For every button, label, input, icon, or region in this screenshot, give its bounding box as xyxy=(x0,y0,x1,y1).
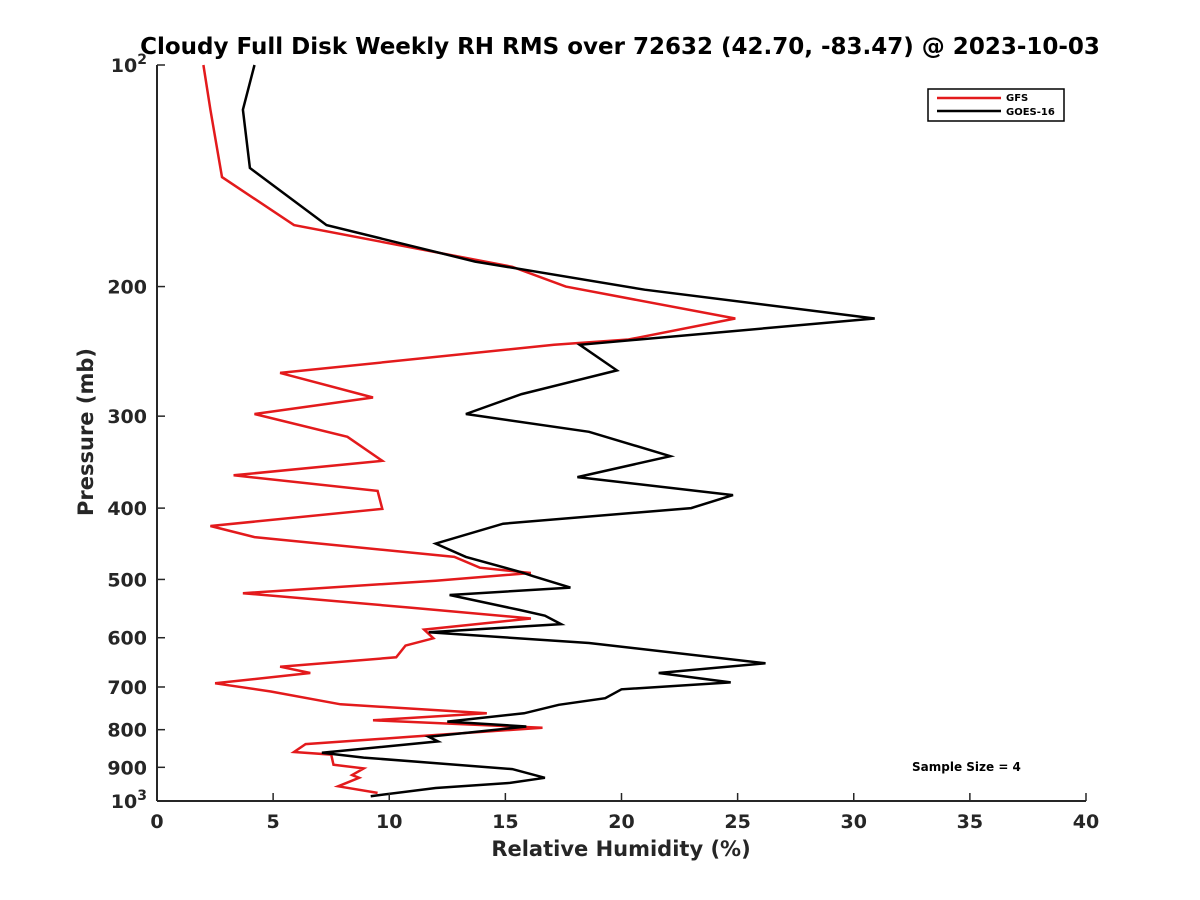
y-ticks: 102 200 300 400 500 600 700 800 900 103 xyxy=(107,52,165,813)
legend-box xyxy=(927,88,1065,122)
x-tick-label: 10 xyxy=(376,811,402,833)
x-tick-label: 40 xyxy=(1073,811,1099,833)
x-tick-label: 20 xyxy=(608,811,634,833)
x-tick-label: 35 xyxy=(957,811,983,833)
legend-label-goes16: GOES-16 xyxy=(1006,107,1055,118)
y-tick-label: 500 xyxy=(107,569,147,591)
y-axis-label: Pressure (mb) xyxy=(74,348,98,516)
y-tick-label: 900 xyxy=(107,757,147,779)
y-tick-label: 800 xyxy=(107,720,147,742)
x-axis-label: Relative Humidity (%) xyxy=(491,837,750,861)
y-tick-label: 103 xyxy=(111,788,147,813)
y-tick-label: 700 xyxy=(107,677,147,699)
sample-size-annotation: Sample Size = 4 xyxy=(912,760,1021,774)
y-tick-label: 200 xyxy=(107,277,147,299)
x-tick-label: 5 xyxy=(267,811,280,833)
y-tick-label: 102 xyxy=(111,52,147,77)
y-tick-label: 300 xyxy=(107,406,147,428)
series-line-gfs xyxy=(202,64,736,795)
legend-label-gfs: GFS xyxy=(1006,93,1028,104)
x-tick-label: 0 xyxy=(150,811,163,833)
y-tick-label: 600 xyxy=(107,628,147,650)
x-tick-label: 15 xyxy=(492,811,518,833)
x-ticks: 0 5 10 15 20 25 30 35 40 xyxy=(150,793,1099,833)
legend: GFS GOES-16 xyxy=(927,88,1065,122)
y-tick-label: 400 xyxy=(107,498,147,520)
series-line-goes16 xyxy=(241,64,875,798)
x-tick-label: 25 xyxy=(724,811,750,833)
chart-title: Cloudy Full Disk Weekly RH RMS over 7263… xyxy=(140,34,1100,60)
series-lines xyxy=(202,64,875,798)
x-tick-label: 30 xyxy=(841,811,867,833)
